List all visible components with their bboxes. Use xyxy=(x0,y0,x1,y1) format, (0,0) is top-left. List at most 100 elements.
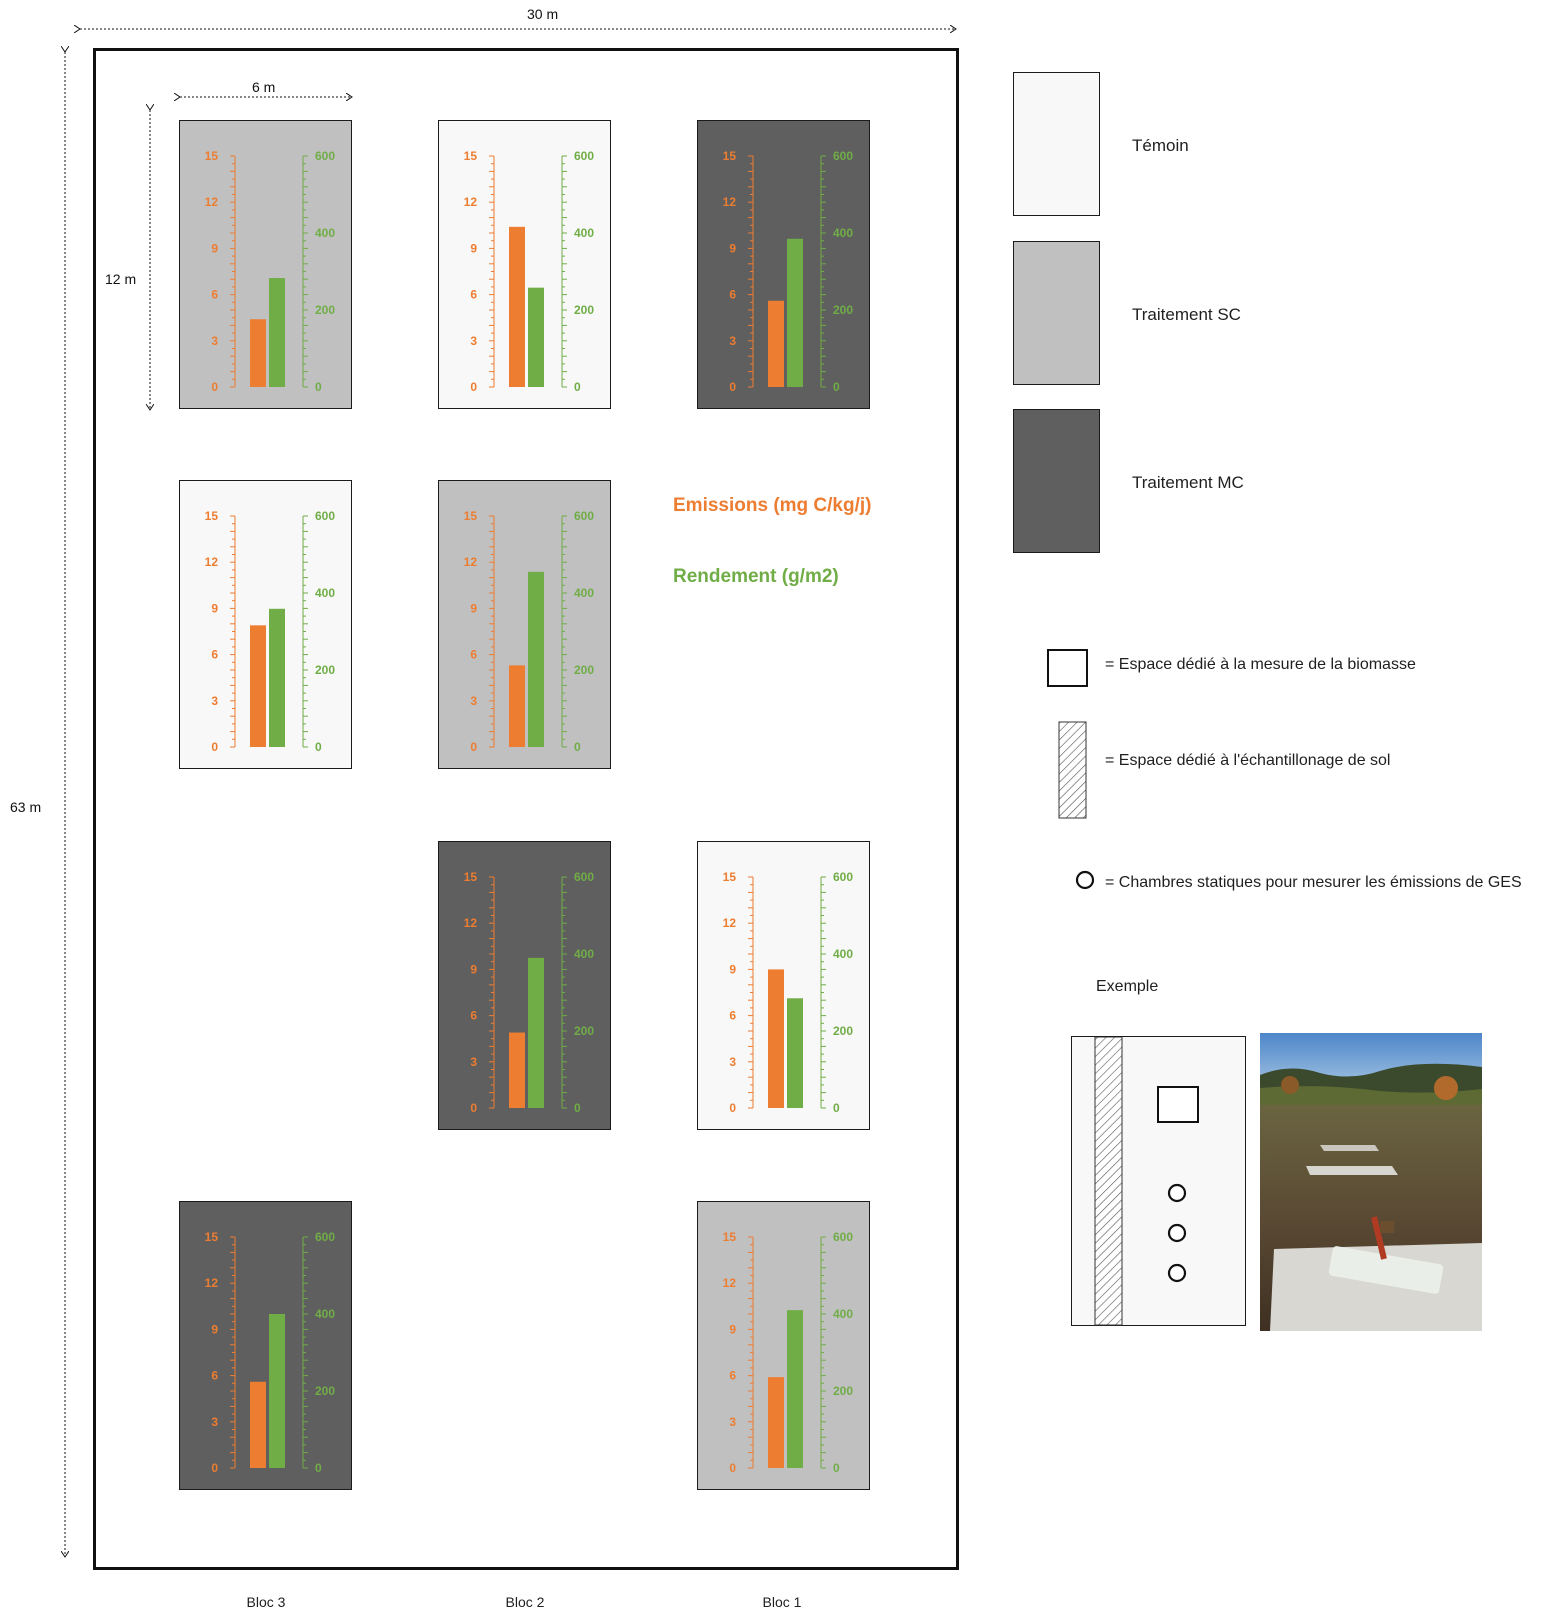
left-tick-label: 6 xyxy=(211,1369,218,1383)
left-tick-label: 12 xyxy=(464,195,478,209)
plot-chart: 0 3 6 9 12 15 0 200 400 600 xyxy=(205,149,336,394)
left-tick-label: 6 xyxy=(470,648,477,662)
example-label: Exemple xyxy=(1096,978,1159,995)
left-tick-label: 15 xyxy=(723,1230,737,1244)
emissions-bar xyxy=(250,319,266,387)
emissions-bar xyxy=(509,1032,525,1108)
left-tick-label: 6 xyxy=(729,288,736,302)
bloc-label: Bloc 1 xyxy=(762,1594,802,1610)
left-tick-label: 15 xyxy=(205,1230,219,1244)
plot: 0 3 6 9 12 15 0 200 400 600 xyxy=(438,480,611,769)
left-tick-label: 15 xyxy=(464,149,478,163)
plot: 0 3 6 9 12 15 0 200 400 600 xyxy=(438,841,611,1130)
yield-bar xyxy=(528,957,544,1108)
plot: 0 3 6 9 12 15 0 200 400 600 xyxy=(179,480,352,769)
right-tick-label: 600 xyxy=(574,149,594,163)
left-tick-label: 3 xyxy=(470,334,477,348)
plot-chart: 0 3 6 9 12 15 0 200 400 600 xyxy=(723,870,854,1115)
right-tick-label: 400 xyxy=(574,226,594,240)
left-tick-label: 12 xyxy=(723,195,737,209)
right-tick-label: 0 xyxy=(315,380,322,394)
left-tick-label: 0 xyxy=(211,1461,218,1475)
left-tick-label: 3 xyxy=(211,694,218,708)
left-tick-label: 0 xyxy=(211,380,218,394)
right-tick-label: 400 xyxy=(574,947,594,961)
left-tick-label: 3 xyxy=(729,334,736,348)
left-tick-label: 0 xyxy=(470,740,477,754)
left-tick-label: 12 xyxy=(723,916,737,930)
emissions-bar xyxy=(250,625,266,747)
left-tick-label: 15 xyxy=(723,870,737,884)
right-tick-label: 200 xyxy=(315,1384,335,1398)
right-tick-label: 200 xyxy=(574,303,594,317)
right-tick-label: 0 xyxy=(833,1101,840,1115)
right-tick-label: 600 xyxy=(574,509,594,523)
right-tick-label: 600 xyxy=(315,149,335,163)
left-tick-label: 9 xyxy=(729,962,736,976)
plot-height-label: 12 m xyxy=(105,271,137,287)
left-tick-label: 3 xyxy=(729,1055,736,1069)
legend-swatch-mc xyxy=(1013,409,1100,553)
yield-bar xyxy=(269,1314,285,1468)
plot: 0 3 6 9 12 15 0 200 400 600 xyxy=(697,120,870,409)
example-soil-strip xyxy=(1094,1037,1123,1326)
right-tick-label: 400 xyxy=(315,226,335,240)
right-tick-label: 0 xyxy=(574,380,581,394)
soil-hatch-icon xyxy=(1058,721,1087,819)
left-tick-label: 0 xyxy=(211,740,218,754)
right-tick-label: 600 xyxy=(833,1230,853,1244)
right-tick-label: 400 xyxy=(315,586,335,600)
emissions-bar xyxy=(509,226,525,387)
legend-label-sc: Traitement SC xyxy=(1132,305,1241,324)
yield-series-title: Rendement (g/m2) xyxy=(673,566,839,587)
left-tick-label: 0 xyxy=(729,1461,736,1475)
right-tick-label: 200 xyxy=(833,1384,853,1398)
right-tick-label: 0 xyxy=(574,1101,581,1115)
left-tick-label: 12 xyxy=(723,1276,737,1290)
left-tick-label: 0 xyxy=(729,380,736,394)
left-tick-label: 6 xyxy=(211,648,218,662)
emissions-bar xyxy=(768,1377,784,1468)
left-tick-label: 0 xyxy=(470,380,477,394)
right-tick-label: 400 xyxy=(833,226,853,240)
right-tick-label: 200 xyxy=(315,303,335,317)
plot: 0 3 6 9 12 15 0 200 400 600 xyxy=(438,120,611,409)
left-tick-label: 15 xyxy=(723,149,737,163)
left-tick-label: 9 xyxy=(211,1322,218,1336)
left-tick-label: 9 xyxy=(729,1322,736,1336)
legend-swatch-temoin xyxy=(1013,72,1100,216)
left-tick-label: 15 xyxy=(205,149,219,163)
left-tick-label: 3 xyxy=(470,694,477,708)
left-tick-label: 6 xyxy=(470,288,477,302)
plot-chart: 0 3 6 9 12 15 0 200 400 600 xyxy=(723,149,854,394)
left-tick-label: 12 xyxy=(464,555,478,569)
plot: 0 3 6 9 12 15 0 200 400 600 xyxy=(697,841,870,1130)
left-tick-label: 9 xyxy=(470,241,477,255)
right-tick-label: 400 xyxy=(833,1307,853,1321)
left-tick-label: 12 xyxy=(205,195,219,209)
plot-width-label: 6 m xyxy=(252,79,276,95)
example-chamber-circle xyxy=(1167,1263,1187,1283)
legend-label-mc: Traitement MC xyxy=(1132,473,1244,492)
emissions-bar xyxy=(768,300,784,387)
right-tick-label: 600 xyxy=(315,1230,335,1244)
right-tick-label: 200 xyxy=(574,1024,594,1038)
left-tick-label: 3 xyxy=(211,1415,218,1429)
yield-bar xyxy=(269,608,285,747)
right-tick-label: 200 xyxy=(833,1024,853,1038)
field-photo xyxy=(1260,1033,1482,1331)
width-label: 30 m xyxy=(527,6,559,22)
plot-chart: 0 3 6 9 12 15 0 200 400 600 xyxy=(464,509,595,754)
yield-bar xyxy=(269,278,285,387)
yield-bar xyxy=(528,287,544,387)
plot-chart: 0 3 6 9 12 15 0 200 400 600 xyxy=(464,149,595,394)
emissions-bar xyxy=(768,969,784,1108)
legend-swatch-sc xyxy=(1013,241,1100,385)
left-tick-label: 6 xyxy=(470,1009,477,1023)
right-tick-label: 200 xyxy=(574,663,594,677)
emissions-bar xyxy=(509,665,525,747)
left-tick-label: 15 xyxy=(205,509,219,523)
example-chamber-circle xyxy=(1167,1223,1187,1243)
biomass-legend-text: = Espace dédié à la mesure de la biomass… xyxy=(1105,656,1416,673)
